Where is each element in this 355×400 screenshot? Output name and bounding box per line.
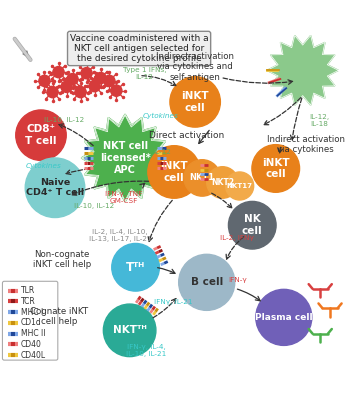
Text: CD8⁺
T cell: CD8⁺ T cell — [25, 124, 57, 146]
Text: IL-12: IL-12 — [153, 149, 171, 155]
Circle shape — [252, 145, 300, 192]
Circle shape — [25, 158, 85, 218]
Polygon shape — [82, 115, 168, 201]
Text: Direct activation: Direct activation — [149, 131, 224, 140]
Text: IL-12,
IL-18: IL-12, IL-18 — [309, 114, 329, 127]
Circle shape — [179, 254, 235, 310]
Circle shape — [47, 86, 58, 98]
Text: Cytokines: Cytokines — [26, 163, 62, 169]
Circle shape — [75, 86, 86, 98]
Text: TCR: TCR — [21, 297, 36, 306]
Text: Tᵀᴴ: Tᵀᴴ — [126, 261, 145, 274]
Circle shape — [228, 202, 276, 249]
Text: NKTᵀᴴ: NKTᵀᴴ — [113, 325, 147, 335]
Text: IL-2, IL-4, IL-10,
IL-13, IL-17, IL-21: IL-2, IL-4, IL-10, IL-13, IL-17, IL-21 — [88, 228, 151, 242]
Circle shape — [95, 72, 106, 84]
Text: IFNγ, IL-21: IFNγ, IL-21 — [154, 299, 192, 305]
Text: IFN-γ, IL-4,
IL-10, IL-21: IFN-γ, IL-4, IL-10, IL-21 — [126, 344, 166, 357]
Text: Type 1 IFNs,
IL-12: Type 1 IFNs, IL-12 — [123, 67, 166, 80]
Text: NKT1: NKT1 — [190, 174, 215, 182]
Text: CD40: CD40 — [21, 340, 42, 349]
Circle shape — [61, 81, 72, 92]
Text: Plasma cell: Plasma cell — [255, 313, 313, 322]
Circle shape — [226, 172, 254, 200]
Text: Naive
CD4⁺ T cell: Naive CD4⁺ T cell — [26, 178, 84, 198]
Circle shape — [148, 146, 201, 198]
Circle shape — [89, 80, 100, 92]
Polygon shape — [267, 36, 338, 105]
Circle shape — [184, 160, 220, 196]
Text: iNKT
cell: iNKT cell — [160, 161, 188, 183]
Text: Indirect activation
via cytokines: Indirect activation via cytokines — [267, 135, 344, 154]
Polygon shape — [81, 114, 169, 202]
Text: NK
cell: NK cell — [242, 214, 263, 236]
Text: MHC II: MHC II — [21, 329, 45, 338]
Circle shape — [170, 77, 220, 127]
Text: Cognate iNKT
cell help: Cognate iNKT cell help — [31, 307, 89, 326]
Text: CD1d: CD1d — [21, 318, 42, 327]
Text: IL-10, IL-12: IL-10, IL-12 — [74, 203, 115, 209]
Text: IL-2, IFNγ: IL-2, IFNγ — [220, 235, 253, 241]
Text: NKT cell
licensed*
APC: NKT cell licensed* APC — [100, 141, 151, 174]
Text: IFN-γ: IFN-γ — [228, 277, 247, 283]
Text: Non-cognate
iNKT cell help: Non-cognate iNKT cell help — [33, 250, 91, 269]
Text: Indirect activation
via cytokines and
self-antigen: Indirect activation via cytokines and se… — [156, 52, 234, 82]
Text: MHC I: MHC I — [21, 308, 43, 316]
Text: NKT2: NKT2 — [211, 178, 234, 187]
Circle shape — [53, 66, 64, 78]
Circle shape — [16, 110, 66, 160]
Circle shape — [111, 85, 122, 96]
Circle shape — [112, 244, 159, 291]
Circle shape — [67, 74, 78, 85]
Text: NKT17: NKT17 — [226, 183, 253, 189]
Circle shape — [104, 75, 115, 86]
Circle shape — [103, 304, 156, 357]
Text: Cytokines: Cytokines — [143, 113, 178, 119]
Text: Vaccine coadministered with a
NKT cell antigen selected for
the desired cytokine: Vaccine coadministered with a NKT cell a… — [70, 34, 208, 63]
Text: B cell: B cell — [191, 277, 223, 287]
Text: IL-10, IL-12: IL-10, IL-12 — [44, 117, 84, 123]
Text: CD40L: CD40L — [21, 351, 46, 360]
Circle shape — [256, 289, 312, 346]
Circle shape — [207, 167, 238, 198]
Text: TLR: TLR — [21, 286, 35, 295]
Text: iNKT
cell: iNKT cell — [262, 158, 290, 179]
FancyBboxPatch shape — [2, 281, 58, 360]
Text: iNKT
cell: iNKT cell — [181, 91, 209, 113]
Circle shape — [81, 68, 92, 79]
Circle shape — [39, 75, 50, 86]
Text: IFN-γ, TNF
GM-CSF: IFN-γ, TNF GM-CSF — [105, 191, 143, 204]
